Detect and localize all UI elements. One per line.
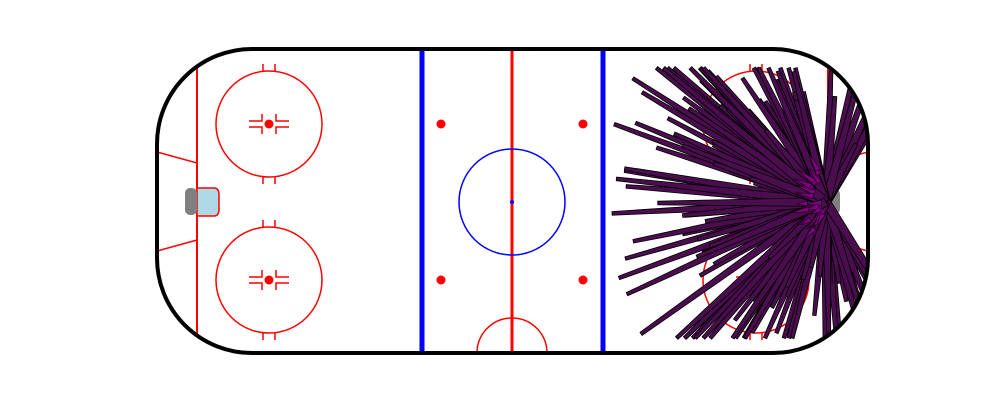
shot-tip: [804, 226, 817, 240]
left-trapezoid-top: [157, 151, 198, 164]
shot-tip: [810, 206, 823, 215]
neutral-dot-bottom-left: [436, 275, 446, 285]
left-top-faceoff-circle: [215, 64, 323, 184]
shot-ray: [695, 197, 829, 260]
center-circle: [458, 148, 566, 256]
neutral-dot-top-right: [578, 119, 588, 129]
shot-tip: [808, 168, 822, 185]
left-trapezoid-bottom: [157, 239, 198, 252]
shot-tip: [794, 178, 812, 189]
shot-tip: [796, 200, 808, 207]
rink-boards: [155, 47, 870, 355]
shot-rays: [611, 66, 868, 340]
neutral-dot-top-left: [436, 119, 446, 129]
shot-tip: [790, 206, 810, 213]
shot-tip: [797, 169, 816, 184]
referee-crease: [476, 317, 548, 353]
shot-tip: [795, 184, 817, 196]
shot-ray: [661, 66, 830, 207]
left-goal-crease: [196, 187, 220, 217]
left-goal-net: [185, 188, 197, 215]
neutral-dot-bottom-right: [578, 275, 588, 285]
rink-markings: [157, 49, 868, 353]
left-bottom-faceoff-circle: [215, 220, 323, 340]
center-faceoff-dot: [510, 200, 514, 204]
shot-tip: [795, 192, 815, 200]
shot-tip: [816, 212, 826, 225]
shot-tip: [808, 153, 821, 172]
shot-tip: [800, 217, 812, 226]
